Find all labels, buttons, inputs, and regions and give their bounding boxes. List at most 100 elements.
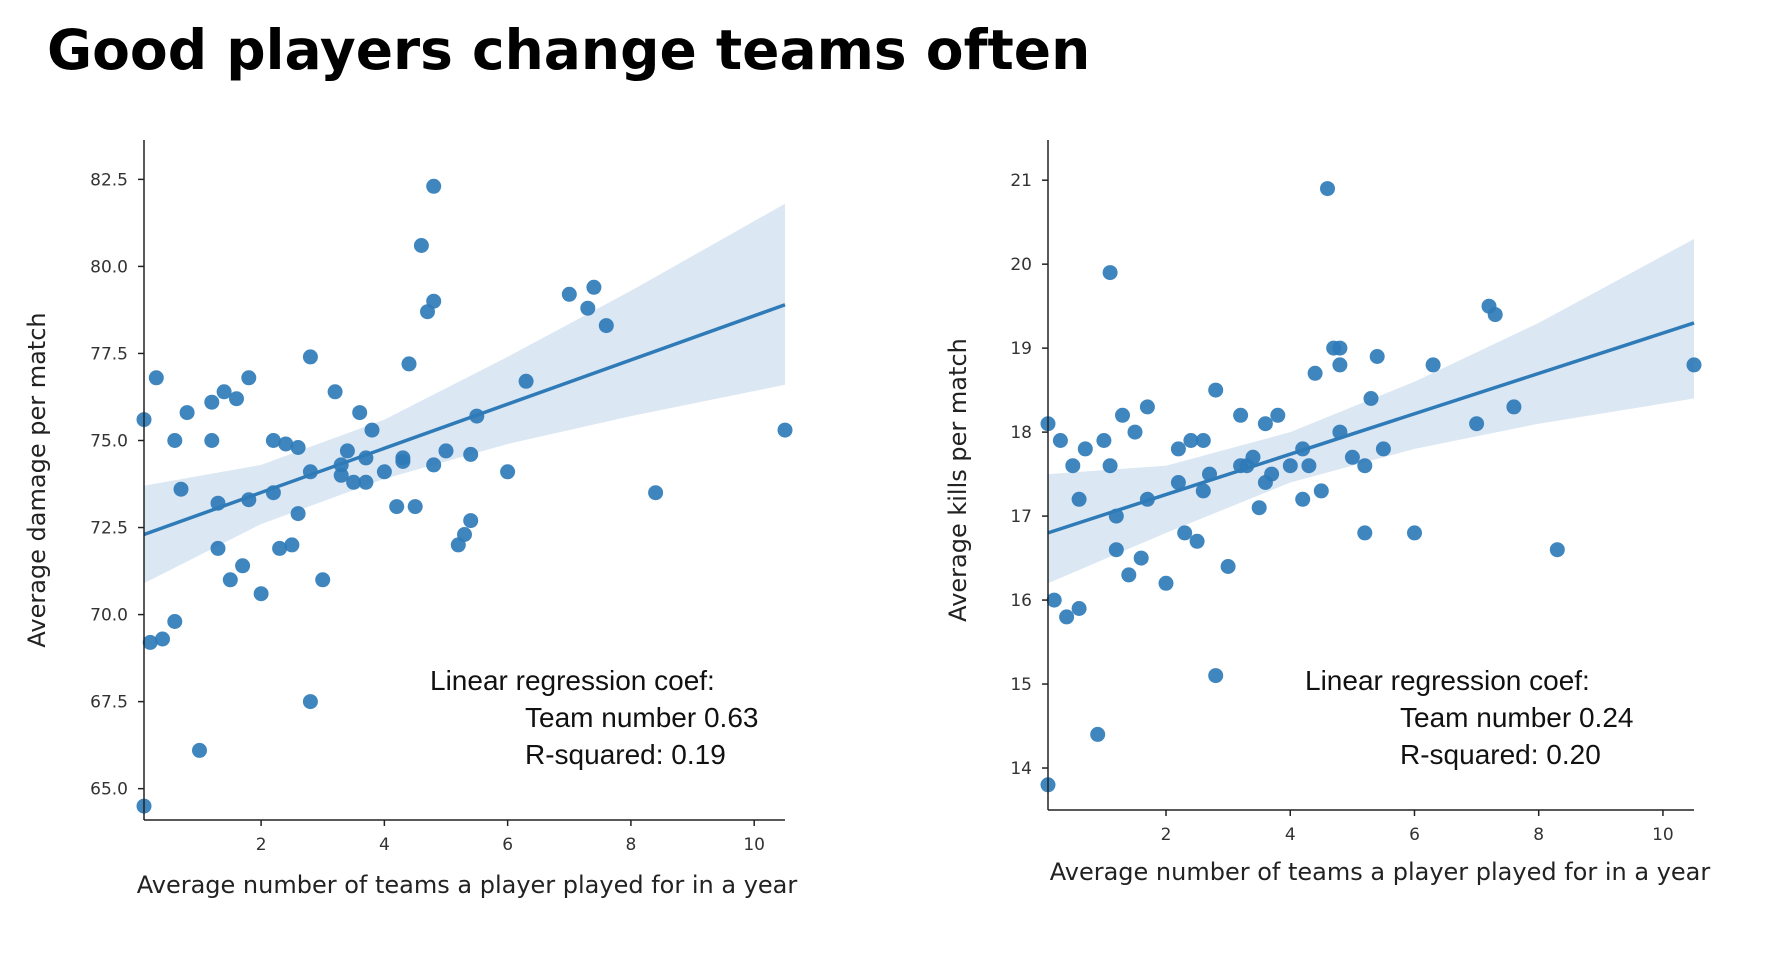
data-point: [210, 540, 226, 556]
y-tick-label: 82.5: [90, 170, 128, 190]
x-tick-label: 4: [1285, 825, 1296, 845]
data-point: [192, 742, 207, 758]
data-point: [1363, 391, 1379, 406]
y-tick-label: 20: [1010, 255, 1032, 275]
x-tick-label: 10: [1652, 825, 1674, 845]
data-point: [1121, 567, 1137, 583]
data-point: [235, 558, 251, 574]
data-point: [438, 443, 454, 459]
data-point: [272, 540, 288, 556]
regression-line: [143, 303, 786, 537]
regression-annotation-r2: R-squared: 0.20: [1400, 739, 1601, 770]
y-tick-label: 67.5: [90, 693, 128, 713]
data-point: [216, 384, 232, 400]
data-point: [1102, 265, 1118, 281]
data-point: [1090, 726, 1106, 742]
x-axis-title: Average number of teams a player played …: [137, 871, 798, 899]
data-point: [1407, 525, 1422, 541]
data-point: [1052, 433, 1068, 448]
x-tick-label: 2: [256, 835, 267, 855]
data-point: [204, 433, 220, 448]
data-point: [1071, 601, 1087, 616]
data-point: [1115, 407, 1130, 423]
data-point: [1301, 458, 1317, 474]
chart-kills: 14 15 16 17 18 19 20 21 2 4 6 8 10 Average number of …: [944, 140, 1710, 886]
data-point: [1208, 382, 1224, 398]
data-point: [302, 694, 318, 710]
regression-annotation-heading: Linear regression coef:: [1305, 665, 1590, 696]
y-tick-label: 77.5: [90, 344, 128, 364]
regression-annotation-coef: Team number 0.63: [525, 702, 758, 733]
data-point: [142, 634, 158, 650]
data-point: [1195, 433, 1211, 448]
x-tick-label: 4: [379, 835, 390, 855]
data-point: [1469, 416, 1485, 432]
data-point: [1208, 668, 1224, 684]
y-tick-label: 21: [1010, 171, 1032, 191]
data-point: [457, 527, 472, 542]
y-tick-label: 16: [1010, 591, 1032, 611]
data-point: [229, 391, 244, 407]
y-tick-label: 14: [1010, 759, 1032, 779]
data-point: [241, 370, 257, 386]
data-point: [586, 279, 602, 295]
y-axis-title: Average kills per match: [944, 338, 972, 622]
data-point: [1332, 357, 1348, 373]
y-tick-label: 65.0: [90, 780, 128, 800]
data-point: [1139, 399, 1155, 415]
data-point: [327, 384, 343, 400]
chart-damage: 65.0 67.5 70.0 72.5 75.0 77.5 80.0 82.5 2 4 6 8 10 Av…: [23, 140, 797, 899]
data-point: [413, 238, 429, 253]
data-point: [1245, 449, 1261, 465]
data-point: [1332, 340, 1348, 356]
data-point: [1264, 466, 1280, 482]
x-axis-title: Average number of teams a player played …: [1050, 858, 1711, 886]
data-point: [1170, 441, 1186, 457]
data-point: [389, 499, 405, 515]
data-point: [426, 457, 442, 473]
data-point: [463, 513, 479, 529]
data-point: [339, 443, 355, 459]
x-tick-label: 6: [502, 835, 513, 855]
data-point: [167, 433, 183, 448]
data-point: [1270, 407, 1286, 423]
data-point: [777, 422, 793, 438]
data-point: [1170, 475, 1186, 490]
confidence-band: [1048, 239, 1694, 584]
y-tick-label: 70.0: [90, 606, 128, 626]
data-point: [426, 293, 442, 309]
regression-annotation-coef: Team number 0.24: [1400, 702, 1633, 733]
y-tick-label: 72.5: [90, 519, 128, 539]
data-point: [290, 506, 306, 522]
data-point: [1220, 559, 1236, 574]
y-tick-label: 17: [1010, 507, 1032, 527]
data-point: [1313, 483, 1329, 499]
data-point: [346, 474, 362, 490]
data-point: [1549, 542, 1565, 558]
data-point: [1369, 349, 1385, 364]
data-point: [1133, 550, 1149, 566]
data-point: [302, 349, 318, 365]
data-point: [426, 178, 442, 194]
data-point: [463, 446, 479, 462]
data-point: [1195, 483, 1211, 499]
data-point: [1375, 441, 1391, 457]
data-point: [352, 405, 368, 421]
data-point: [315, 572, 331, 588]
regression-annotation-r2: R-squared: 0.19: [525, 739, 726, 770]
x-tick-label: 8: [1533, 825, 1544, 845]
data-point: [518, 373, 534, 389]
data-point: [358, 474, 374, 490]
x-tick-label: 10: [743, 835, 765, 855]
data-point: [284, 537, 300, 553]
regression-annotation-heading: Linear regression coef:: [430, 665, 715, 696]
data-point: [155, 631, 170, 647]
data-point: [1686, 357, 1702, 373]
data-point: [395, 453, 411, 469]
data-point: [1295, 491, 1311, 507]
data-point: [1059, 609, 1075, 625]
data-point: [167, 614, 183, 629]
data-point: [364, 422, 380, 438]
data-point: [1158, 575, 1174, 591]
